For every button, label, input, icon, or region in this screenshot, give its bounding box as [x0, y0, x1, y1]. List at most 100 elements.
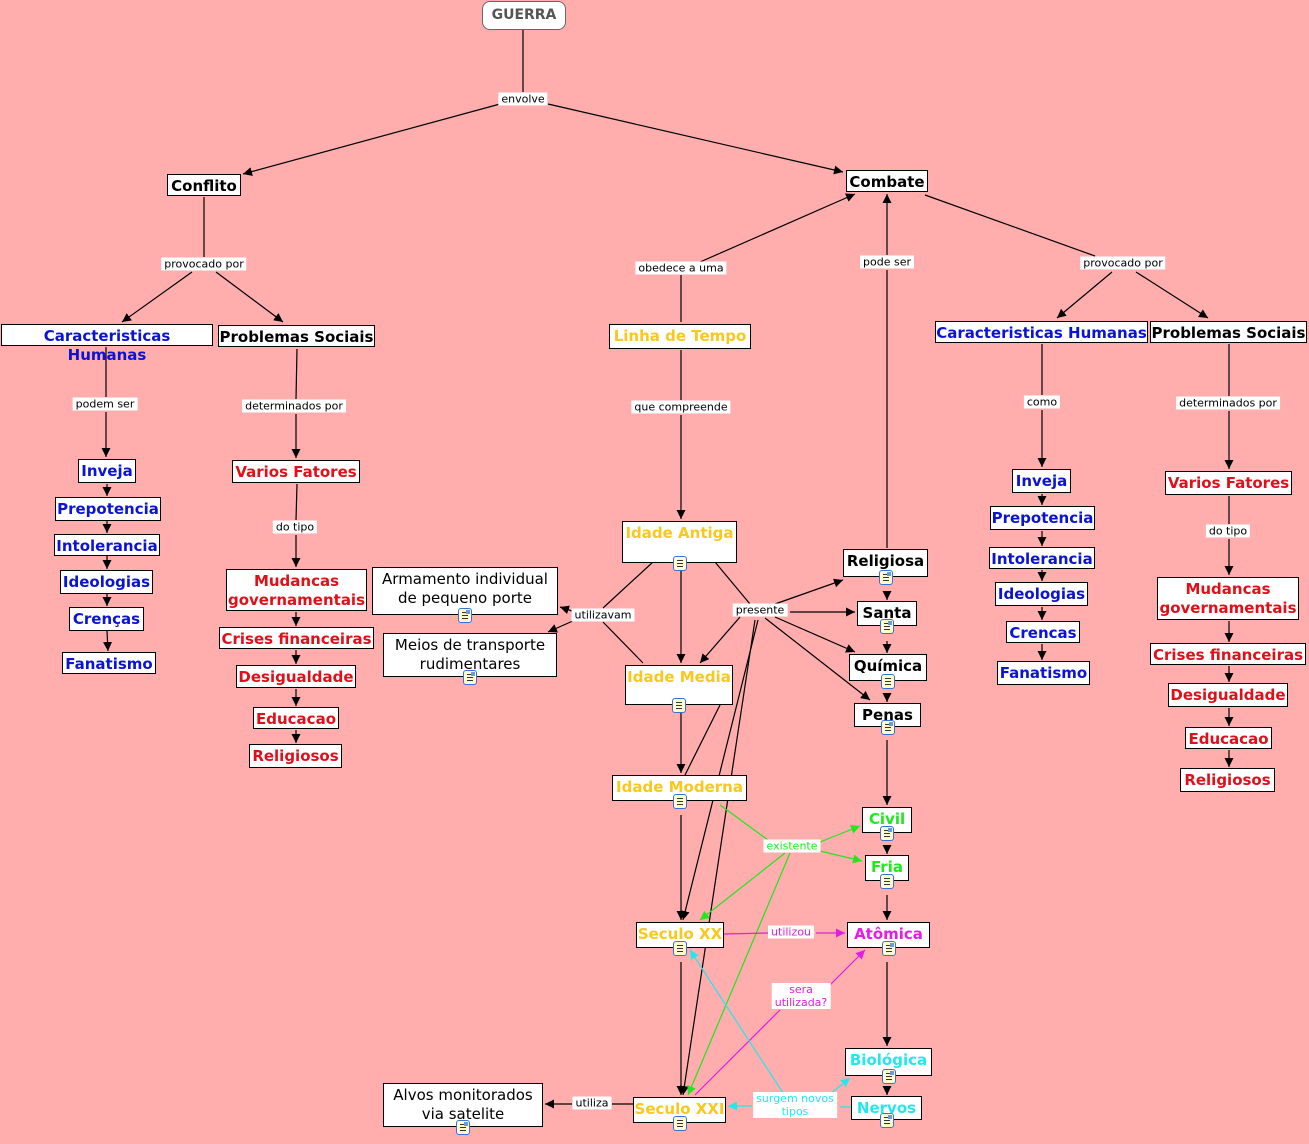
concept-label: Intolerancia	[991, 550, 1093, 568]
concept-guerra[interactable]: GUERRA	[482, 1, 566, 30]
concept-religiosa[interactable]: Religiosa	[843, 549, 928, 585]
concept-label: Ideologias	[997, 585, 1086, 603]
concept-biologica[interactable]: Biológica	[845, 1048, 932, 1084]
concept-linha[interactable]: Linha de Tempo	[609, 324, 751, 349]
concept-quimica[interactable]: Química	[849, 654, 927, 689]
concept-armamento[interactable]: Armamento individual de pequeno porte	[372, 567, 558, 623]
link-label-tipo1[interactable]: do tipo	[272, 520, 318, 534]
concept-label: Meios de transporte rudimentares	[394, 636, 546, 673]
concept-intol2[interactable]: Intolerancia	[989, 547, 1095, 569]
concept-desig1[interactable]: Desigualdade	[236, 665, 356, 688]
concept-mud2[interactable]: Mudancas governamentais	[1157, 577, 1299, 620]
link-label-podeser[interactable]: pode ser	[860, 255, 914, 269]
concept-label: Nervos	[856, 1099, 917, 1117]
concept-nervos[interactable]: Nervos	[851, 1096, 922, 1128]
concept-label: Mudancas governamentais	[227, 572, 366, 609]
concept-educ1[interactable]: Educacao	[253, 707, 339, 729]
connection-line	[1135, 271, 1209, 319]
document-resource-icon[interactable]	[672, 698, 686, 713]
image-resource-icon[interactable]	[878, 570, 893, 585]
concept-relig1[interactable]: Religiosos	[249, 744, 342, 768]
link-label-presente[interactable]: presente	[732, 603, 788, 617]
image-resource-icon[interactable]	[880, 826, 894, 841]
concept-label: GUERRA	[491, 7, 557, 23]
concept-desig2[interactable]: Desigualdade	[1168, 683, 1288, 707]
concept-educ2[interactable]: Educacao	[1185, 727, 1272, 749]
link-label-utilizavam[interactable]: utilizavam	[571, 608, 635, 622]
link-label-tipo2[interactable]: do tipo	[1205, 524, 1251, 538]
concept-relig2[interactable]: Religiosos	[1180, 768, 1275, 792]
link-label-utilizou[interactable]: utilizou	[768, 925, 814, 939]
concept-intol1[interactable]: Intolerancia	[54, 534, 160, 556]
concept-label: Idade Media	[627, 668, 731, 686]
concept-ps2[interactable]: Problemas Sociais	[1150, 321, 1307, 343]
concept-ps1[interactable]: Problemas Sociais	[218, 325, 375, 347]
link-label-prov1[interactable]: provocado por	[161, 257, 247, 271]
link-label-como[interactable]: como	[1023, 395, 1061, 409]
concept-label: Desigualdade	[1170, 686, 1286, 704]
image-resource-icon[interactable]	[456, 1120, 470, 1135]
concept-vf1[interactable]: Varios Fatores	[232, 460, 360, 483]
document-resource-icon[interactable]	[880, 874, 894, 889]
concept-moderna[interactable]: Idade Moderna	[612, 775, 747, 809]
concept-seculoxx[interactable]: Seculo XX	[636, 922, 724, 956]
concept-mud1[interactable]: Mudancas governamentais	[226, 569, 367, 611]
document-resource-icon[interactable]	[881, 674, 895, 689]
image-resource-icon[interactable]	[881, 1069, 896, 1084]
link-label-existente[interactable]: existente	[763, 839, 821, 853]
link-label-obedece[interactable]: obedece a uma	[635, 261, 727, 275]
concept-ideo2[interactable]: Ideologias	[995, 582, 1088, 606]
concept-label: Prepotencia	[57, 500, 159, 518]
document-resource-icon[interactable]	[673, 941, 687, 956]
concept-ch2[interactable]: Caracteristicas Humanas	[935, 321, 1148, 343]
concept-label: Religiosos	[1184, 771, 1271, 789]
concept-label: Alvos monitorados via satelite	[393, 1086, 533, 1123]
document-resource-icon[interactable]	[672, 1116, 687, 1131]
concept-prep2[interactable]: Prepotencia	[990, 506, 1095, 530]
concept-atomica[interactable]: Atômica	[847, 922, 930, 956]
concept-meios[interactable]: Meios de transporte rudimentares	[383, 633, 557, 685]
link-label-utiliza[interactable]: utiliza	[572, 1096, 612, 1110]
concept-crises1[interactable]: Crises financeiras	[219, 627, 374, 649]
link-label-surgem[interactable]: surgem novos tipos	[753, 1092, 837, 1118]
concept-crencas1[interactable]: Crenças	[69, 607, 144, 631]
concept-fanat1[interactable]: Fanatismo	[62, 652, 156, 674]
link-label-compreende[interactable]: que compreende	[631, 400, 731, 414]
concept-fria[interactable]: Fria	[865, 855, 909, 889]
image-resource-icon[interactable]	[458, 608, 472, 623]
concept-inveja2[interactable]: Inveja	[1012, 469, 1071, 493]
link-label-prov2[interactable]: provocado por	[1080, 256, 1166, 270]
concept-ch1[interactable]: Caracteristicas Humanas	[1, 324, 213, 364]
concept-penas[interactable]: Penas	[854, 703, 921, 735]
image-resource-icon[interactable]	[881, 941, 896, 956]
image-resource-icon[interactable]	[880, 619, 894, 634]
link-label-sera[interactable]: sera utilizada?	[771, 983, 831, 1009]
concept-prep1[interactable]: Prepotencia	[55, 497, 161, 521]
document-resource-icon[interactable]	[672, 794, 687, 809]
concept-inveja1[interactable]: Inveja	[78, 459, 136, 483]
image-resource-icon[interactable]	[879, 1113, 894, 1128]
document-resource-icon[interactable]	[672, 556, 687, 571]
concept-combate[interactable]: Combate	[846, 170, 928, 192]
link-label-podem[interactable]: podem ser	[72, 397, 138, 411]
concept-label: Idade Moderna	[616, 778, 743, 796]
concept-santa[interactable]: Santa	[857, 601, 917, 634]
link-label-det2[interactable]: determinados por	[1176, 396, 1280, 410]
concept-conflito[interactable]: Conflito	[167, 174, 241, 196]
image-resource-icon[interactable]	[880, 720, 895, 735]
concept-seculoxxi[interactable]: Seculo XXI	[633, 1097, 726, 1131]
concept-vf2[interactable]: Varios Fatores	[1165, 471, 1292, 495]
concept-crencas2[interactable]: Crencas	[1006, 621, 1080, 643]
concept-ideo1[interactable]: Ideologias	[60, 570, 153, 594]
concept-fanat2[interactable]: Fanatismo	[997, 661, 1090, 685]
link-label-envolve[interactable]: envolve	[498, 92, 548, 106]
concept-alvos[interactable]: Alvos monitorados via satelite	[383, 1083, 543, 1135]
concept-antiga[interactable]: Idade Antiga	[622, 521, 737, 571]
connection-line	[764, 617, 871, 701]
concept-crises2[interactable]: Crises financeiras	[1150, 643, 1306, 665]
connection-line	[829, 949, 866, 986]
link-label-det1[interactable]: determinados por	[242, 399, 346, 413]
image-resource-icon[interactable]	[463, 670, 477, 685]
concept-media[interactable]: Idade Media	[625, 665, 733, 713]
concept-civil[interactable]: Civil	[862, 807, 912, 841]
